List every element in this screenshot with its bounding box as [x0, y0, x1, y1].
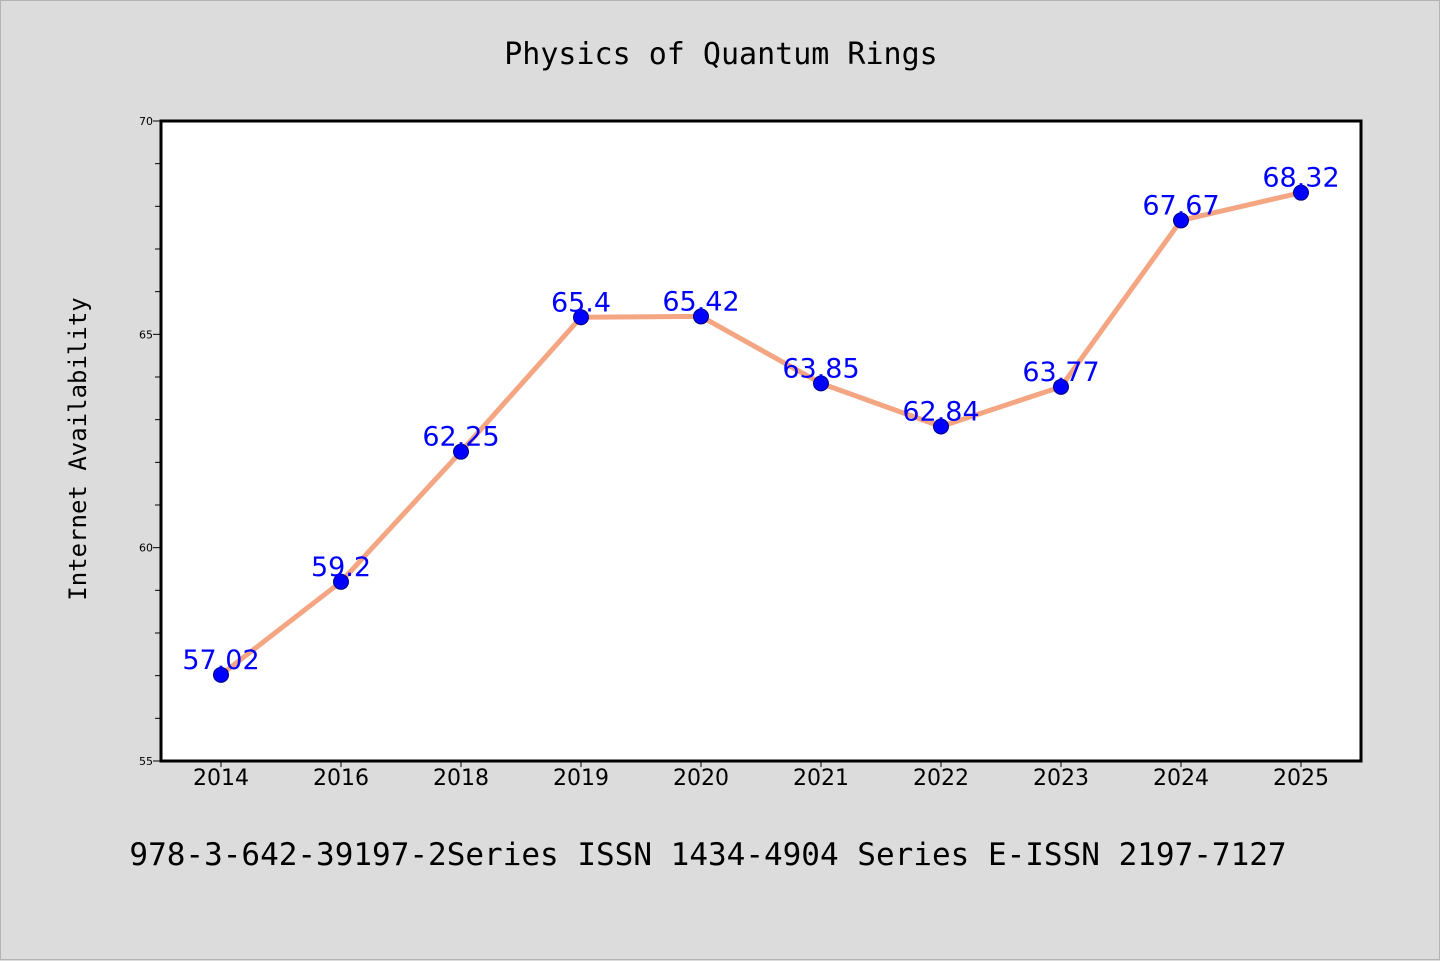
data-label: 62.25 — [422, 422, 499, 453]
plot-frame — [159, 119, 1363, 763]
x-tick-label: 2025 — [1273, 766, 1329, 791]
x-axis: 2014 2016 2018 2019 2020 2021 2022 2023 2024 2025 — [193, 761, 1329, 791]
y-tick-label: 55 — [139, 755, 153, 768]
data-label: 65.4 — [551, 287, 611, 318]
x-tick-label: 2019 — [553, 766, 609, 791]
data-point — [1173, 212, 1189, 229]
data-point — [573, 309, 589, 326]
x-tick-label: 2018 — [433, 766, 489, 791]
plot-area — [161, 121, 1361, 761]
data-label: 62.84 — [902, 396, 979, 427]
data-point — [213, 666, 229, 683]
data-point — [333, 573, 349, 590]
x-tick-label: 2020 — [673, 766, 729, 791]
x-tick-label: 2016 — [313, 766, 369, 791]
y-tick-label: 65 — [139, 328, 153, 341]
data-point — [453, 443, 469, 460]
data-point — [933, 418, 949, 435]
y-axis-label: Internet Availability — [64, 297, 92, 600]
series-layer: 57.02 59.2 62.25 65.4 65.42 63.85 62.84 63.77 67… — [182, 163, 1340, 683]
data-label: 67.67 — [1142, 190, 1219, 221]
data-point — [1293, 184, 1309, 201]
x-tick-label: 2023 — [1033, 766, 1089, 791]
data-label: 68.32 — [1262, 163, 1339, 194]
data-label: 63.77 — [1022, 357, 1099, 388]
data-label: 57.02 — [182, 645, 259, 676]
chart-title: Physics of Quantum Rings — [504, 37, 937, 72]
isbn-issn-caption: 978-3-642-39197-2Series ISSN 1434-4904 S… — [129, 837, 1286, 873]
series-line — [218, 190, 1304, 678]
y-axis: 55 60 65 70 — [139, 115, 161, 768]
x-tick-label: 2024 — [1153, 766, 1209, 791]
data-label: 65.42 — [662, 286, 739, 317]
data-point — [1053, 378, 1069, 395]
data-point — [813, 375, 829, 392]
x-tick-label: 2014 — [193, 766, 249, 791]
y-tick-label: 70 — [139, 115, 153, 128]
x-tick-label: 2022 — [913, 766, 969, 791]
data-label: 59.2 — [311, 552, 371, 583]
x-tick-label: 2021 — [793, 766, 849, 791]
y-tick-label: 60 — [139, 542, 153, 555]
data-point — [693, 308, 709, 325]
data-label: 63.85 — [782, 353, 859, 384]
